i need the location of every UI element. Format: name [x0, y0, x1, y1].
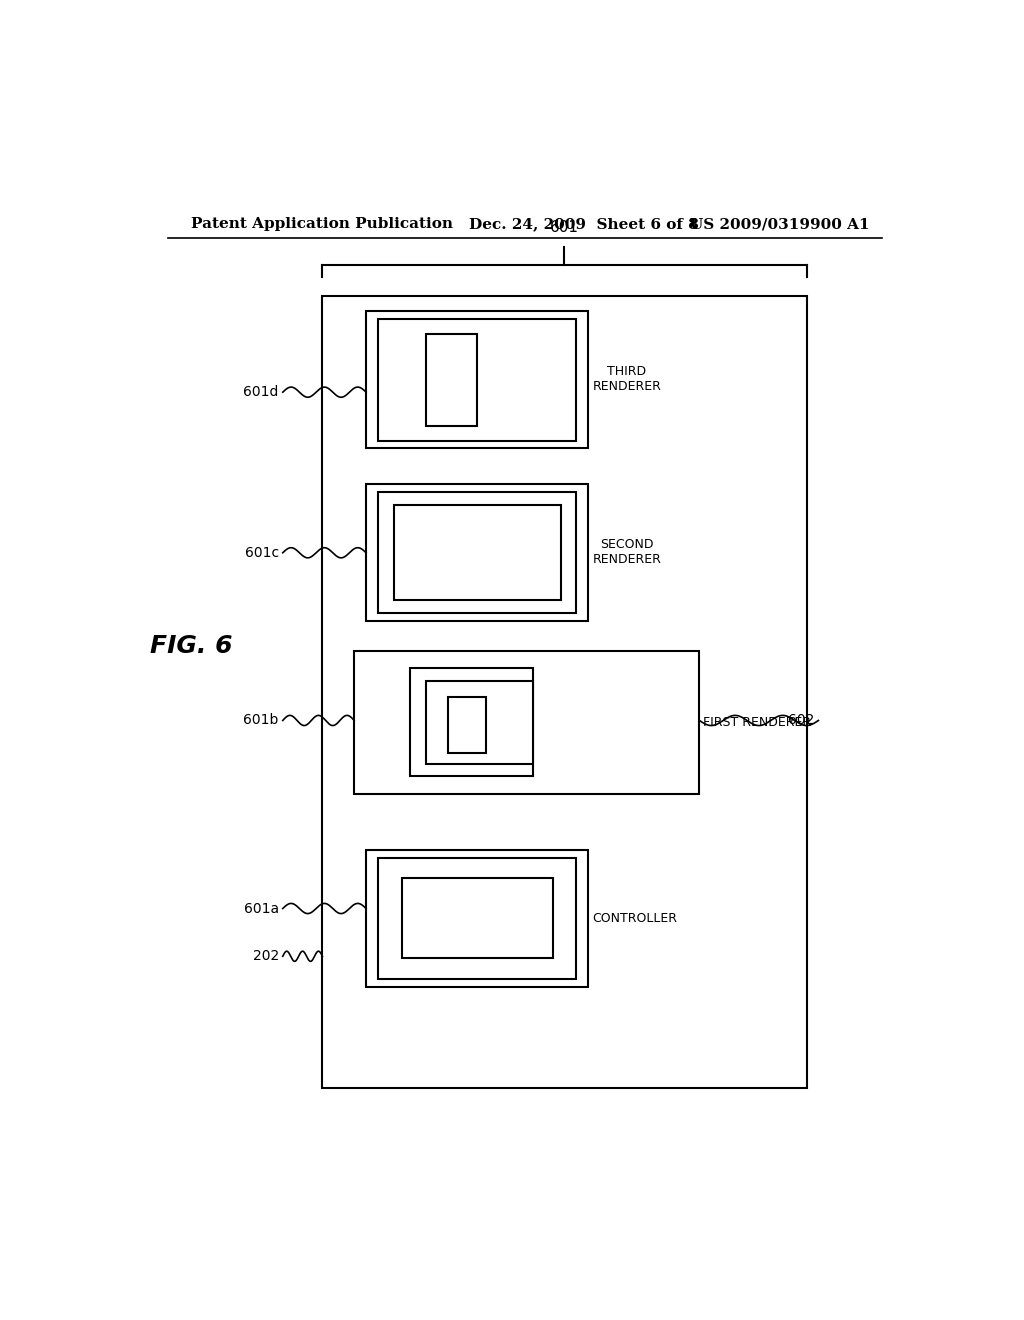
- Bar: [378, 858, 577, 978]
- Text: FIG. 6: FIG. 6: [151, 635, 232, 659]
- Bar: [378, 319, 577, 441]
- Text: Patent Application Publication: Patent Application Publication: [191, 218, 454, 231]
- Text: THIRD
RENDERER: THIRD RENDERER: [592, 366, 662, 393]
- Bar: [394, 506, 560, 599]
- Text: 601c: 601c: [245, 545, 279, 560]
- Bar: [426, 334, 477, 426]
- Text: Dec. 24, 2009  Sheet 6 of 8: Dec. 24, 2009 Sheet 6 of 8: [469, 218, 699, 231]
- Text: 202: 202: [253, 949, 279, 964]
- Bar: [401, 878, 553, 958]
- Text: FIRST RENDERER: FIRST RENDERER: [703, 715, 811, 729]
- Text: 602: 602: [788, 714, 814, 727]
- Bar: [378, 492, 577, 612]
- Text: US 2009/0319900 A1: US 2009/0319900 A1: [690, 218, 870, 231]
- Bar: [367, 850, 588, 987]
- Text: 601a: 601a: [244, 902, 279, 916]
- Bar: [323, 296, 807, 1089]
- Text: 601d: 601d: [244, 385, 279, 399]
- Text: CONTROLLER: CONTROLLER: [592, 912, 677, 924]
- Bar: [426, 681, 532, 764]
- Bar: [447, 697, 486, 752]
- Bar: [354, 651, 699, 793]
- Bar: [367, 483, 588, 620]
- Text: 601b: 601b: [244, 714, 279, 727]
- Text: 601: 601: [550, 219, 579, 235]
- Text: SECOND
RENDERER: SECOND RENDERER: [592, 539, 662, 566]
- Bar: [410, 668, 532, 776]
- Bar: [367, 312, 588, 447]
